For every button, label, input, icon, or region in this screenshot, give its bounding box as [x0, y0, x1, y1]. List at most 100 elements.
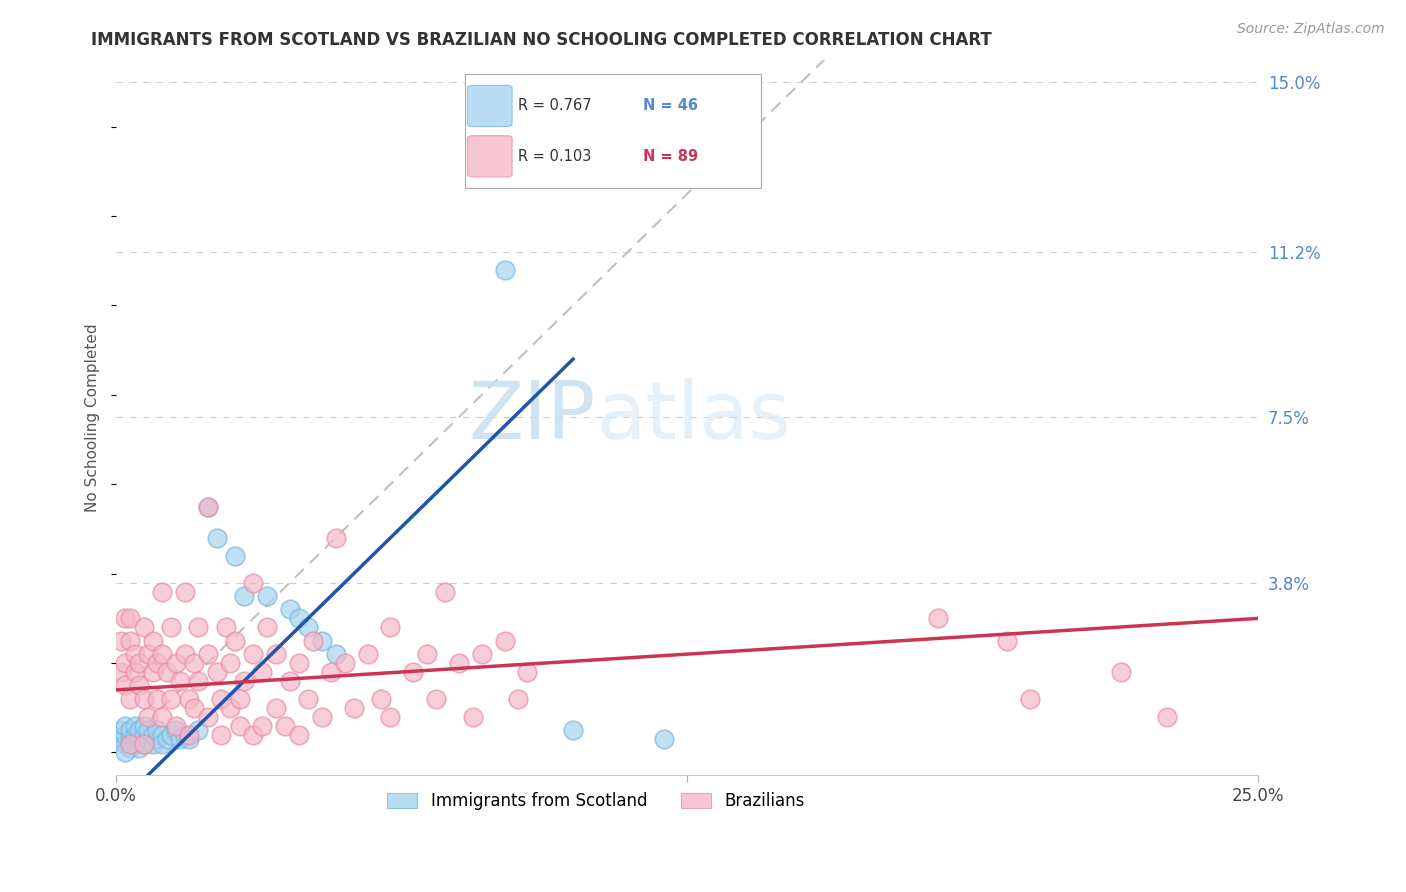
- Point: [136, 723, 159, 738]
- Point: [132, 728, 155, 742]
- Point: [124, 728, 146, 742]
- Point: [242, 647, 264, 661]
- Point: [142, 665, 165, 679]
- Point: [325, 647, 347, 661]
- Point: [150, 728, 173, 742]
- Point: [224, 549, 246, 563]
- Point: [179, 691, 201, 706]
- Point: [319, 665, 342, 679]
- Point: [124, 737, 146, 751]
- Point: [110, 633, 132, 648]
- Point: [242, 575, 264, 590]
- Point: [155, 665, 177, 679]
- Point: [219, 656, 242, 670]
- Point: [288, 656, 311, 670]
- Point: [927, 611, 949, 625]
- Point: [197, 500, 219, 514]
- Point: [110, 732, 132, 747]
- Point: [183, 700, 205, 714]
- Point: [110, 723, 132, 738]
- Point: [995, 633, 1018, 648]
- Point: [264, 647, 287, 661]
- Point: [146, 723, 169, 738]
- Point: [356, 647, 378, 661]
- Point: [278, 673, 301, 688]
- Point: [380, 709, 402, 723]
- Point: [197, 647, 219, 661]
- Point: [1156, 709, 1178, 723]
- Point: [146, 732, 169, 747]
- Point: [118, 732, 141, 747]
- Point: [301, 633, 323, 648]
- Point: [264, 700, 287, 714]
- Point: [114, 737, 136, 751]
- Point: [288, 611, 311, 625]
- Point: [146, 656, 169, 670]
- Point: [494, 262, 516, 277]
- Point: [118, 691, 141, 706]
- Point: [142, 633, 165, 648]
- Point: [142, 728, 165, 742]
- Point: [205, 665, 228, 679]
- Point: [1109, 665, 1132, 679]
- Point: [136, 732, 159, 747]
- Point: [114, 746, 136, 760]
- Point: [128, 656, 150, 670]
- Text: atlas: atlas: [596, 378, 790, 456]
- Point: [187, 723, 209, 738]
- Point: [132, 620, 155, 634]
- Point: [325, 531, 347, 545]
- Point: [654, 732, 676, 747]
- Point: [494, 633, 516, 648]
- Point: [114, 678, 136, 692]
- Point: [297, 620, 319, 634]
- Point: [173, 728, 195, 742]
- Point: [434, 584, 457, 599]
- Point: [447, 656, 470, 670]
- Point: [380, 620, 402, 634]
- Point: [209, 691, 232, 706]
- Point: [160, 728, 183, 742]
- Point: [110, 665, 132, 679]
- Point: [128, 678, 150, 692]
- Point: [132, 737, 155, 751]
- Point: [233, 589, 256, 603]
- Point: [278, 602, 301, 616]
- Point: [150, 709, 173, 723]
- Point: [516, 665, 538, 679]
- Point: [256, 620, 278, 634]
- Point: [228, 719, 250, 733]
- Point: [242, 728, 264, 742]
- Legend: Immigrants from Scotland, Brazilians: Immigrants from Scotland, Brazilians: [381, 785, 811, 816]
- Point: [118, 737, 141, 751]
- Point: [233, 673, 256, 688]
- Point: [224, 633, 246, 648]
- Point: [508, 691, 530, 706]
- Point: [219, 700, 242, 714]
- Point: [118, 611, 141, 625]
- Point: [173, 584, 195, 599]
- Point: [165, 719, 187, 733]
- Point: [252, 719, 274, 733]
- Point: [343, 700, 366, 714]
- Point: [197, 500, 219, 514]
- Text: IMMIGRANTS FROM SCOTLAND VS BRAZILIAN NO SCHOOLING COMPLETED CORRELATION CHART: IMMIGRANTS FROM SCOTLAND VS BRAZILIAN NO…: [91, 31, 993, 49]
- Point: [183, 656, 205, 670]
- Point: [169, 673, 191, 688]
- Point: [124, 719, 146, 733]
- Text: Source: ZipAtlas.com: Source: ZipAtlas.com: [1237, 22, 1385, 37]
- Point: [114, 611, 136, 625]
- Point: [179, 732, 201, 747]
- Point: [160, 620, 183, 634]
- Point: [118, 633, 141, 648]
- Point: [173, 647, 195, 661]
- Point: [416, 647, 439, 661]
- Point: [155, 732, 177, 747]
- Point: [562, 723, 585, 738]
- Text: ZIP: ZIP: [468, 378, 596, 456]
- Point: [118, 741, 141, 756]
- Point: [311, 709, 333, 723]
- Point: [118, 723, 141, 738]
- Point: [187, 673, 209, 688]
- Point: [124, 665, 146, 679]
